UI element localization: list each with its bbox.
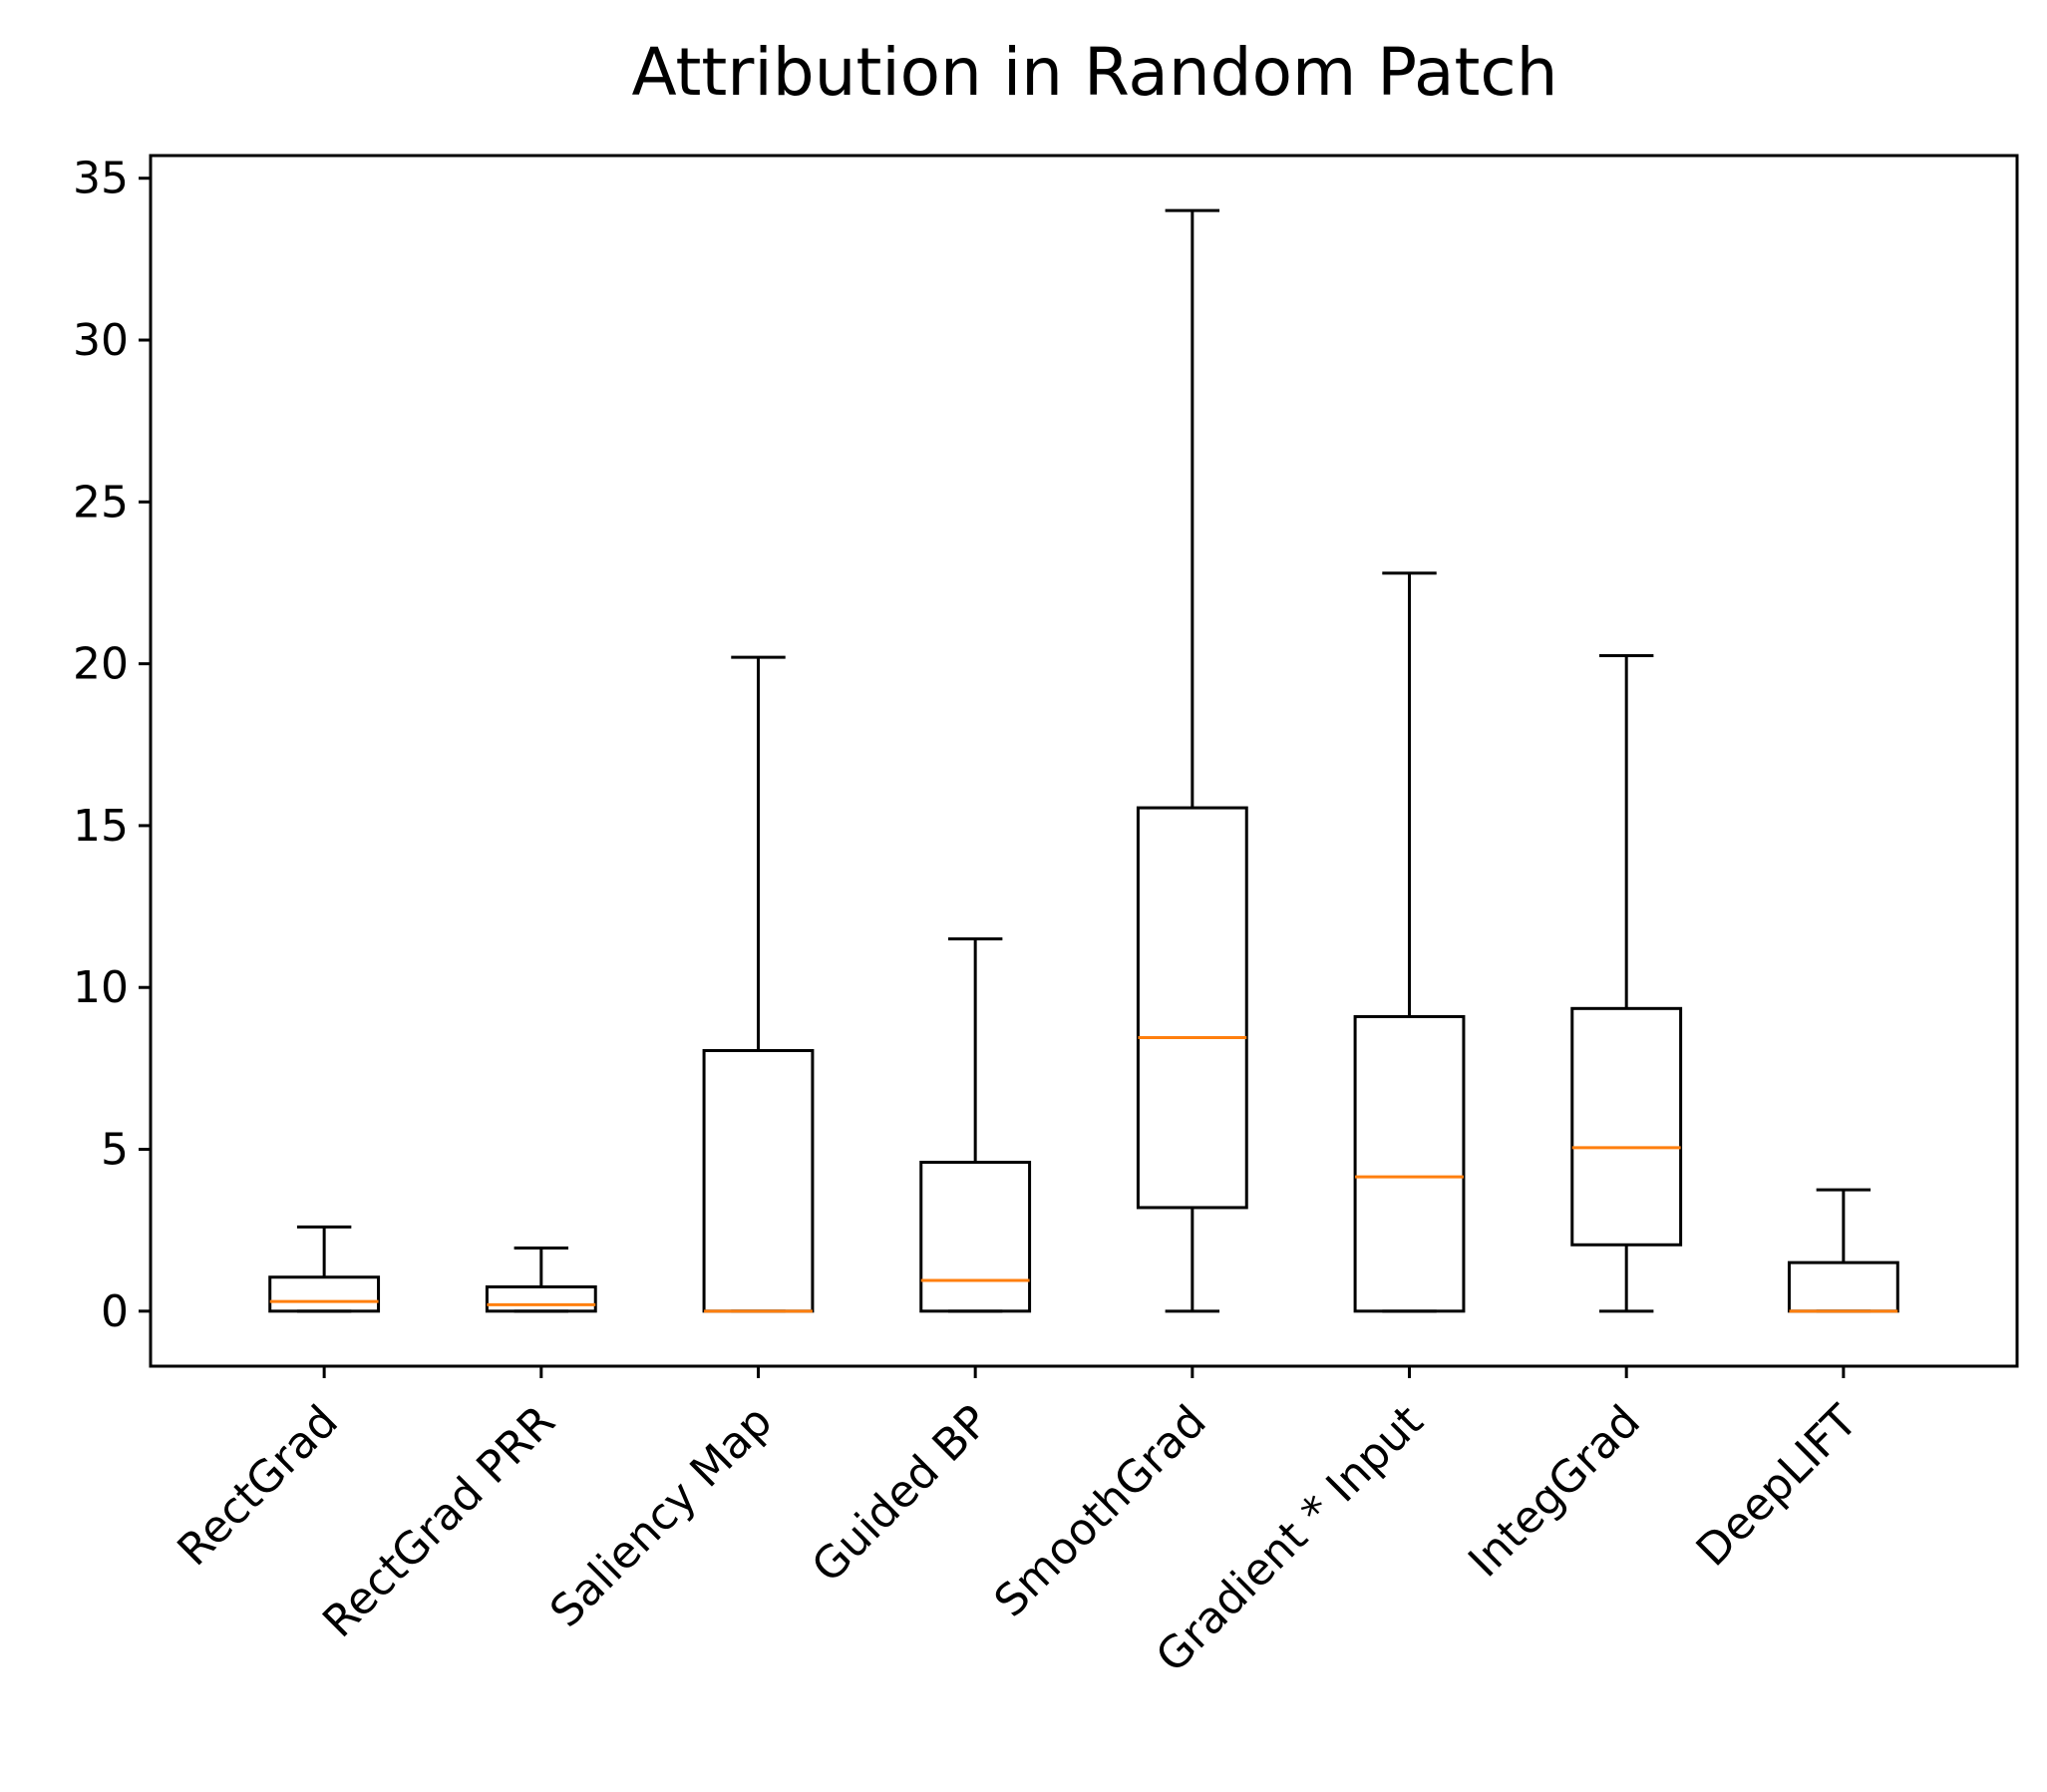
x-tick-label: DeepLIFT [1687,1396,1868,1577]
y-tick-label: 10 [73,962,129,1013]
y-tick-label: 25 [73,477,129,528]
y-axis: 0 5 10 15 20 25 30 35 [73,154,151,1337]
box-1 [485,1247,597,1313]
y-tick-label: 30 [73,315,129,366]
box-5 [1353,571,1466,1313]
x-tick-label: SmoothGrad [985,1396,1216,1627]
iqr-box [485,1284,597,1313]
box-series [268,208,1899,1313]
box-4 [1136,208,1248,1313]
iqr-box [1787,1260,1899,1313]
iqr-box [1570,1006,1683,1247]
x-tick-label: Saliency Map [540,1396,782,1637]
iqr-box [919,1161,1032,1313]
y-tick-label: 0 [101,1286,129,1337]
y-tick-label: 5 [101,1125,129,1176]
y-tick-label: 15 [73,801,129,852]
box-2 [702,655,815,1313]
x-tick-label: RectGrad [168,1396,347,1576]
chart-title: Attribution in Random Patch [632,34,1558,111]
y-tick-label: 20 [73,639,129,690]
iqr-box [1136,806,1248,1210]
iqr-box [1353,1014,1466,1313]
x-tick-label: IntegGrad [1459,1396,1650,1588]
plot-area-frame [149,154,2019,1368]
x-tick-label: Guided BP [803,1396,999,1593]
box-3 [919,937,1032,1313]
box-0 [268,1225,381,1313]
iqr-box [268,1275,381,1313]
iqr-box [702,1049,815,1313]
box-7 [1787,1188,1899,1313]
x-tick-label: RectGrad PRR [313,1396,564,1647]
y-tick-label: 35 [73,154,129,204]
box-6 [1570,654,1683,1313]
